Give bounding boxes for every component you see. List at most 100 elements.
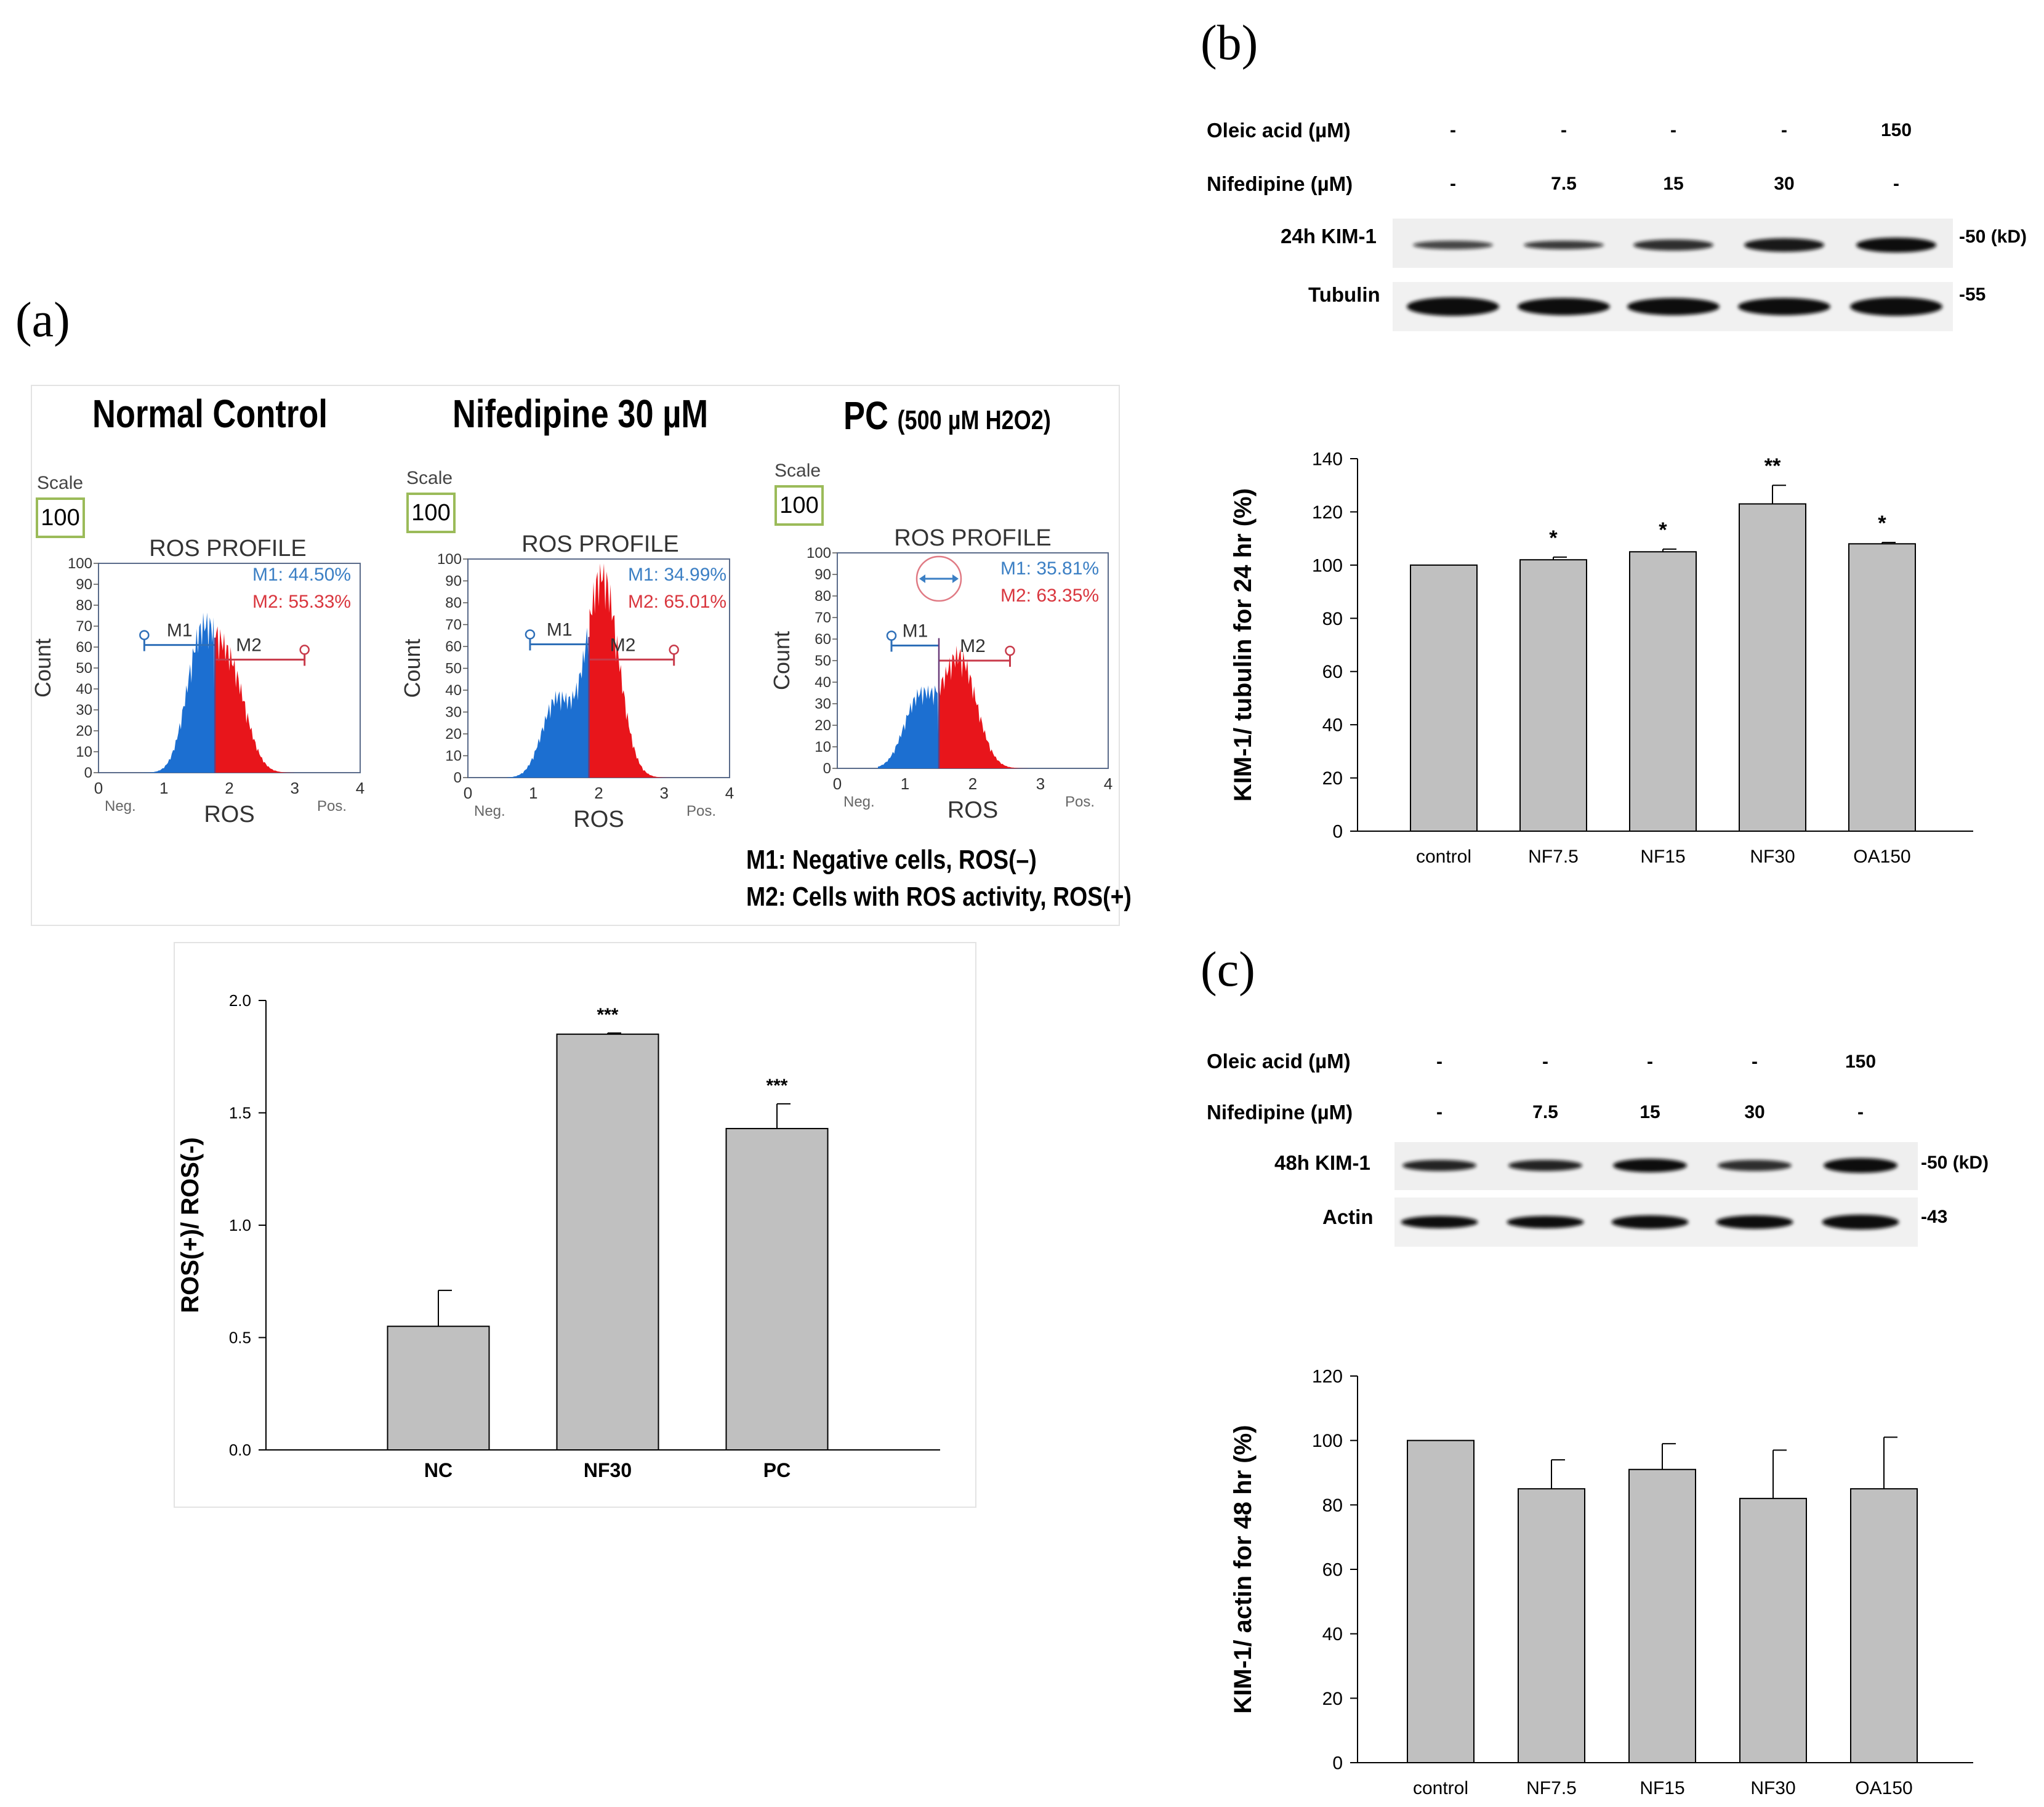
scale-box-1: 100 — [36, 497, 85, 538]
hist-x-tick-label: 0 — [94, 779, 103, 797]
bar — [1628, 1468, 1696, 1763]
legend-m2-note: M2: Cells with ROS activity, ROS(+) — [746, 882, 1132, 912]
hist-y-tick-label: 90 — [815, 566, 831, 583]
wb-c-row2-label: Nifedipine (µM) — [1207, 1101, 1353, 1124]
wb-c-band2-label: Actin — [1322, 1205, 1374, 1228]
y-tick-label: 120 — [1312, 1367, 1343, 1387]
y-axis-label: KIM-1/ tubulin for 24 hr (%) — [1229, 488, 1257, 802]
bar — [1739, 1497, 1807, 1763]
m1-gate-handle — [139, 630, 150, 640]
kim1-48h-band — [1402, 1160, 1476, 1171]
bar — [556, 1033, 659, 1451]
wb-b-nifedipine-value: - — [1450, 174, 1456, 194]
hist-neg-label: Neg. — [474, 803, 505, 819]
m2-stat: M2: 65.01% — [628, 592, 726, 612]
hist-y-tick-label: 80 — [76, 597, 92, 614]
hist-y-tick-label: 50 — [815, 653, 831, 669]
hist-x-tick-label: 3 — [1036, 775, 1045, 793]
histogram-m2-area — [939, 645, 1053, 768]
kim1-48h-band — [1613, 1159, 1687, 1172]
hist-y-tick-label: 20 — [815, 717, 831, 734]
kim1-48h-chart: 0 20 40 60 80 100 120 control NF7.5 NF15 NF30 OA150… — [1229, 1367, 1973, 1798]
wb-b-row1-label: Oleic acid (µM) — [1207, 119, 1351, 142]
kim1-48h-band — [1824, 1158, 1897, 1173]
y-tick-label: 80 — [1322, 1495, 1343, 1516]
tubulin-band — [1518, 298, 1610, 315]
category-label: control — [1413, 1778, 1468, 1798]
hist-y-tick-label: 50 — [76, 660, 92, 677]
y-tick-label: 0 — [1332, 822, 1343, 842]
wb-c-bands — [1401, 1158, 1899, 1229]
hist-x-label: ROS — [573, 807, 624, 832]
hist-y-tick-label: 30 — [76, 702, 92, 718]
scale-caption-1: Scale — [37, 473, 84, 493]
panel-label-c: (c) — [1201, 943, 1255, 997]
category-label: NF7.5 — [1528, 847, 1579, 867]
bar — [1850, 1488, 1918, 1764]
m1-stat: M1: 44.50% — [252, 565, 351, 585]
m2-stat: M2: 63.35% — [1000, 586, 1099, 606]
hist-y-tick-label: 20 — [445, 726, 462, 743]
hist-x-tick-label: 4 — [725, 784, 734, 802]
hist-pos-label: Pos. — [317, 798, 347, 815]
scale-caption-3: Scale — [775, 461, 821, 481]
kim1-24h-band — [1744, 238, 1824, 252]
hist-y-tick-label: 10 — [445, 748, 462, 765]
legend-m1-note: M1: Negative cells, ROS(–) — [746, 845, 1037, 875]
category-label: NC — [424, 1459, 453, 1481]
flow-title-normal-control: Normal Control — [92, 392, 328, 436]
category-label: NF30 — [1750, 847, 1795, 867]
actin-band — [1611, 1215, 1689, 1229]
wb-b-band2-marker: -55 — [1959, 284, 1986, 305]
y-tick-label: 1.5 — [229, 1104, 251, 1122]
hist-y-tick-label: 0 — [84, 765, 92, 781]
y-tick-label: 60 — [1322, 1560, 1343, 1580]
hist-y-tick-label: 60 — [76, 639, 92, 656]
hist-x-tick-label: 4 — [1104, 775, 1113, 793]
wb-b-oleic-value: - — [1670, 120, 1676, 140]
hist-x-tick-label: 1 — [901, 775, 909, 793]
significance-label: * — [1659, 518, 1667, 542]
wb-b-oleic-value: - — [1781, 120, 1787, 140]
y-tick-label: 2.0 — [229, 991, 251, 1010]
hist-y-tick-label: 80 — [815, 588, 831, 605]
hist-y-tick-label: 20 — [76, 723, 92, 739]
m1-gate-handle — [525, 629, 536, 640]
flow-title-nifedipine: Nifedipine 30 µM — [453, 392, 709, 436]
wb-c-oleic-value: - — [1752, 1052, 1758, 1072]
hist-y-tick-label: 10 — [76, 744, 92, 760]
bar — [1410, 564, 1478, 832]
m2-gate-label: M2 — [960, 636, 986, 656]
wb-c-band1-label: 48h KIM-1 — [1274, 1151, 1370, 1174]
actin-band — [1716, 1215, 1793, 1229]
category-label: NF30 — [584, 1459, 632, 1481]
histogram-profile-title: ROS PROFILE — [149, 536, 307, 561]
actin-band — [1401, 1216, 1478, 1228]
m1-gate-handle — [886, 630, 897, 641]
hist-x-tick-label: 0 — [464, 784, 472, 802]
y-tick-label: 40 — [1322, 715, 1343, 736]
y-tick-label: 140 — [1312, 449, 1343, 470]
histogram-m1-area — [507, 627, 589, 778]
wb-c-nifedipine-value: - — [1436, 1102, 1442, 1122]
hist-x-label: ROS — [948, 797, 998, 823]
y-tick-label: 100 — [1312, 555, 1343, 576]
hist-x-tick-label: 4 — [356, 779, 364, 797]
wb-c-nifedipine-value: 30 — [1744, 1102, 1765, 1122]
kim1-24h-band — [1524, 241, 1604, 249]
wb-c-oleic-value: 150 — [1845, 1052, 1877, 1072]
wb-b-bands — [1407, 238, 1942, 316]
kim1-24h-band — [1633, 239, 1713, 251]
tubulin-band — [1407, 297, 1499, 316]
histogram-profile-title: ROS PROFILE — [521, 531, 679, 557]
highlight-circle — [915, 555, 962, 602]
hist-x-tick-label: 2 — [225, 779, 233, 797]
hist-y-tick-label: 70 — [815, 610, 831, 626]
kim1-48h-band — [1718, 1160, 1792, 1171]
wb-b-oleic-value: - — [1450, 120, 1456, 140]
hist-y-tick-label: 90 — [445, 573, 462, 590]
y-axis-label: KIM-1/ actin for 48 hr (%) — [1229, 1425, 1257, 1714]
hist-y-label: Count — [769, 631, 794, 690]
significance-label: * — [1549, 526, 1558, 550]
y-tick-label: 40 — [1322, 1624, 1343, 1644]
